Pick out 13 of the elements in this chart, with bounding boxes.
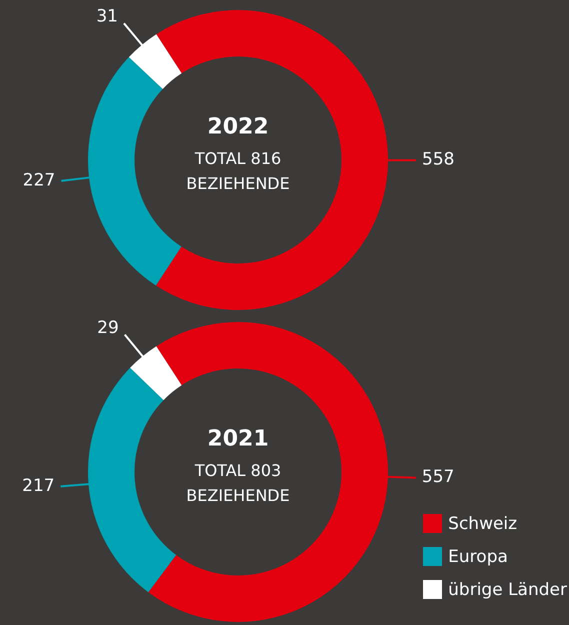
text: TOTAL 803 BEZIEHENDE <box>186 461 290 506</box>
data-label: 557 <box>422 467 454 488</box>
data-label: 29 <box>97 318 119 338</box>
legend-label: Europa <box>448 546 508 566</box>
legend-label: übrige Länder <box>448 580 567 600</box>
text: 2021 <box>207 426 269 452</box>
text: TOTAL 816 BEZIEHENDE <box>186 149 290 194</box>
legend-label: Schweiz <box>448 514 518 534</box>
text: 2022 <box>207 114 269 140</box>
data-label: 558 <box>422 150 454 170</box>
data-label: 227 <box>22 170 56 190</box>
data-label: 217 <box>22 476 55 496</box>
data-label: 31 <box>96 6 118 27</box>
